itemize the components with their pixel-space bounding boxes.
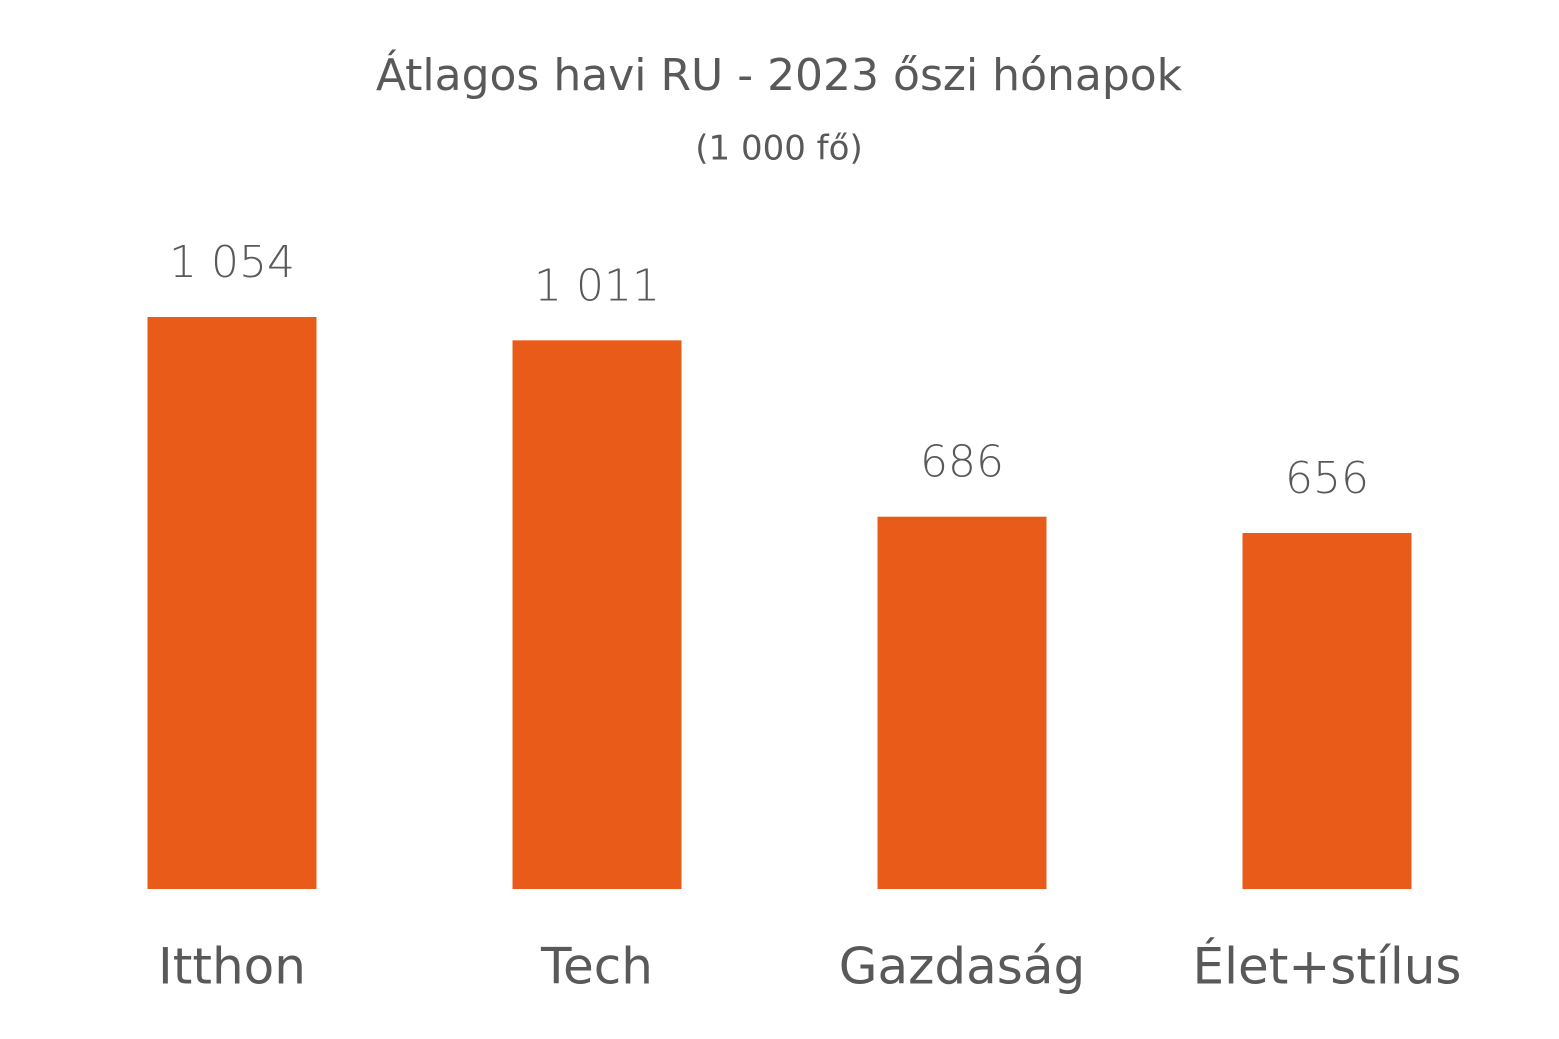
value-label: 1 054	[169, 237, 295, 288]
bar	[877, 516, 1047, 889]
bar	[1242, 532, 1412, 889]
x-tick-label: Itthon	[158, 938, 306, 996]
value-label: 656	[1285, 453, 1369, 504]
bar	[147, 317, 317, 889]
bar	[512, 340, 682, 889]
x-tick-label: Tech	[540, 938, 653, 996]
chart-title: Átlagos havi RU - 2023 őszi hónapok	[376, 48, 1183, 101]
value-label: 686	[920, 437, 1004, 488]
value-label: 1 011	[534, 260, 660, 311]
x-tick-label: Gazdaság	[839, 938, 1085, 996]
chart-subtitle: (1 000 fő)	[695, 129, 862, 169]
x-tick-label: Élet+stílus	[1193, 937, 1462, 996]
